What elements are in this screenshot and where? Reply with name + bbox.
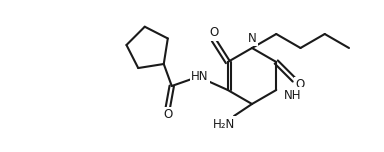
Text: O: O [163, 109, 172, 121]
Text: O: O [209, 26, 218, 40]
Text: HN: HN [191, 69, 209, 83]
Text: H₂N: H₂N [213, 117, 235, 131]
Text: NH: NH [284, 88, 302, 102]
Text: N: N [248, 32, 257, 45]
Text: O: O [296, 78, 305, 92]
